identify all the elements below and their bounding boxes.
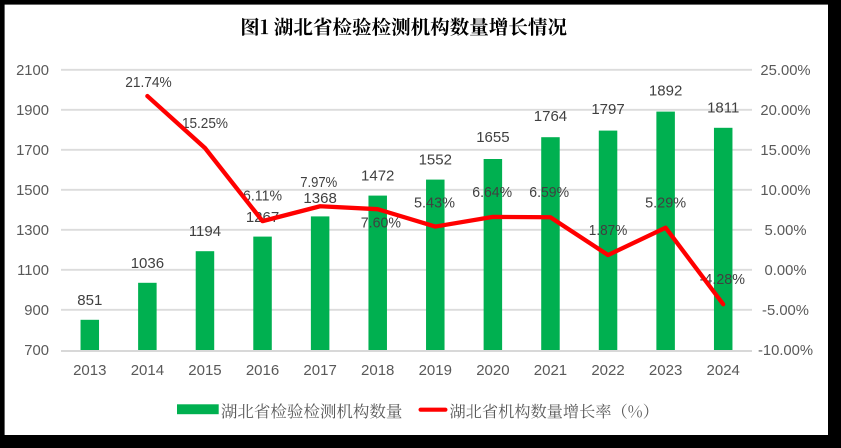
svg-text:1655: 1655 <box>476 129 509 146</box>
svg-text:2016: 2016 <box>246 362 279 379</box>
svg-text:1764: 1764 <box>534 108 567 125</box>
svg-text:2019: 2019 <box>419 362 452 379</box>
svg-text:7.97%: 7.97% <box>300 174 337 191</box>
svg-text:2017: 2017 <box>303 362 336 379</box>
svg-text:2024: 2024 <box>707 362 740 379</box>
svg-text:2018: 2018 <box>361 362 394 379</box>
svg-text:-4.28%: -4.28% <box>700 271 745 288</box>
svg-text:6.64%: 6.64% <box>472 184 512 201</box>
svg-text:15.00%: 15.00% <box>760 143 810 159</box>
svg-text:1700: 1700 <box>16 143 49 159</box>
svg-text:1368: 1368 <box>303 190 336 207</box>
svg-text:2013: 2013 <box>73 362 106 379</box>
svg-text:1100: 1100 <box>17 263 49 279</box>
svg-text:5.00%: 5.00% <box>765 223 807 239</box>
svg-text:6.11%: 6.11% <box>243 188 282 205</box>
svg-text:5.43%: 5.43% <box>414 195 455 212</box>
svg-text:1036: 1036 <box>131 255 164 272</box>
svg-text:2023: 2023 <box>649 362 682 379</box>
svg-text:0.00%: 0.00% <box>765 263 807 279</box>
svg-text:700: 700 <box>24 343 49 359</box>
svg-text:2020: 2020 <box>476 362 509 379</box>
svg-text:10.00%: 10.00% <box>760 183 810 199</box>
svg-text:6.59%: 6.59% <box>529 184 569 201</box>
svg-text:-5.00%: -5.00% <box>762 303 809 319</box>
svg-text:20.00%: 20.00% <box>760 103 810 119</box>
svg-text:2015: 2015 <box>188 362 221 379</box>
svg-text:1300: 1300 <box>16 223 49 239</box>
svg-text:25.00%: 25.00% <box>760 63 810 79</box>
svg-text:900: 900 <box>24 303 49 319</box>
svg-text:2021: 2021 <box>534 362 567 379</box>
svg-text:2022: 2022 <box>591 362 624 379</box>
svg-text:1892: 1892 <box>649 82 682 99</box>
svg-text:1472: 1472 <box>361 168 394 185</box>
svg-text:2014: 2014 <box>131 362 164 379</box>
svg-text:5.29%: 5.29% <box>645 195 686 212</box>
svg-text:1500: 1500 <box>16 183 49 199</box>
svg-text:1552: 1552 <box>419 152 452 169</box>
svg-text:1194: 1194 <box>189 223 221 240</box>
svg-text:15.25%: 15.25% <box>182 115 228 132</box>
svg-text:-10.00%: -10.00% <box>758 343 813 359</box>
svg-text:7.60%: 7.60% <box>361 215 401 232</box>
svg-text:1900: 1900 <box>16 103 49 119</box>
svg-text:21.74%: 21.74% <box>125 74 172 91</box>
svg-text:1797: 1797 <box>591 101 624 118</box>
svg-text:851: 851 <box>77 292 102 309</box>
svg-text:2100: 2100 <box>16 63 49 79</box>
svg-text:1811: 1811 <box>707 99 739 116</box>
svg-text:1.87%: 1.87% <box>589 222 628 239</box>
